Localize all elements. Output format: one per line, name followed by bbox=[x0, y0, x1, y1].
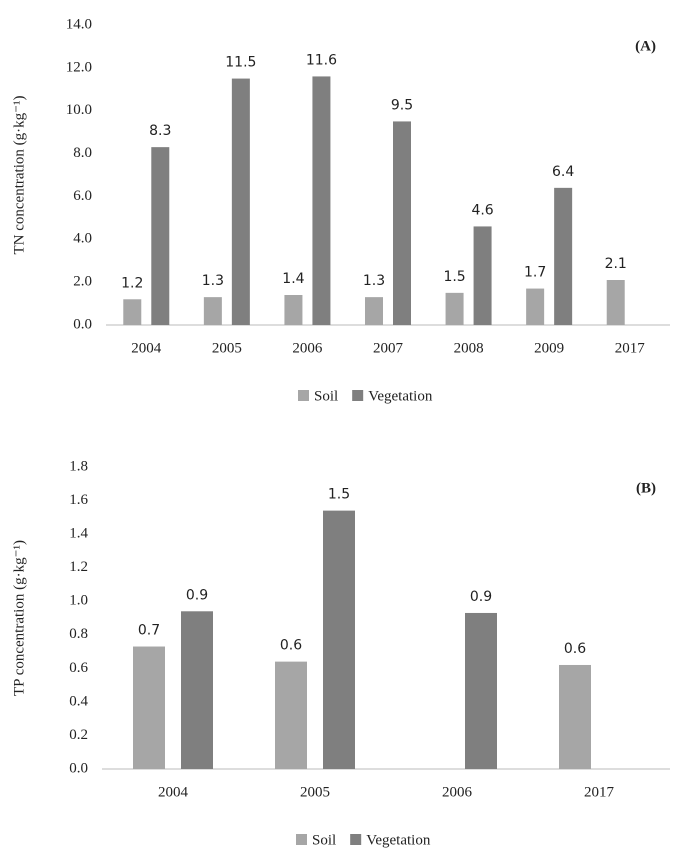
x-tick-label: 2008 bbox=[454, 340, 484, 356]
annotation: (A) bbox=[635, 38, 656, 54]
x-tick-label: 2009 bbox=[534, 340, 564, 356]
data-label: 11.5 bbox=[225, 55, 256, 71]
y-axis-label: TP concentration (g·kg⁻¹) bbox=[11, 540, 27, 696]
bar bbox=[554, 187, 573, 325]
legend-swatch bbox=[296, 834, 307, 845]
legend-swatch bbox=[350, 834, 362, 845]
data-label: 4.6 bbox=[471, 202, 493, 218]
data-label: 0.9 bbox=[470, 589, 492, 605]
y-tick-label: 0.6 bbox=[69, 660, 88, 676]
bar bbox=[151, 147, 170, 325]
y-tick-label: 6.0 bbox=[73, 188, 92, 204]
bar bbox=[312, 76, 331, 325]
bar bbox=[526, 288, 545, 325]
legend-label: Soil bbox=[314, 388, 338, 404]
y-tick-label: 1.8 bbox=[69, 458, 88, 474]
legend-label: Soil bbox=[312, 832, 336, 848]
data-label: 9.5 bbox=[391, 97, 413, 113]
data-label: 11.6 bbox=[306, 52, 337, 68]
annotation: (B) bbox=[636, 480, 656, 496]
bar bbox=[606, 280, 625, 325]
bar bbox=[323, 510, 355, 769]
x-tick-label: 2004 bbox=[131, 340, 162, 356]
y-tick-label: 0.8 bbox=[69, 626, 88, 642]
bar bbox=[275, 661, 307, 769]
data-label: 8.3 bbox=[149, 123, 171, 139]
bar bbox=[284, 295, 303, 325]
y-tick-label: 0.0 bbox=[73, 316, 92, 332]
x-tick-label: 2005 bbox=[212, 340, 242, 356]
y-tick-label: 0.4 bbox=[69, 693, 88, 709]
data-label: 2.1 bbox=[605, 256, 627, 272]
bar bbox=[465, 612, 497, 769]
bar bbox=[231, 78, 250, 325]
y-axis-label: TN concentration (g·kg⁻¹) bbox=[11, 95, 27, 254]
bar bbox=[181, 611, 213, 769]
y-tick-label: 12.0 bbox=[66, 59, 92, 75]
data-label: 6.4 bbox=[552, 164, 574, 180]
x-tick-label: 2005 bbox=[300, 784, 330, 800]
x-tick-label: 2007 bbox=[373, 340, 404, 356]
bar bbox=[123, 299, 142, 325]
data-label: 1.4 bbox=[282, 271, 304, 287]
data-label: 0.9 bbox=[186, 587, 208, 603]
data-label: 0.6 bbox=[564, 641, 586, 657]
bar bbox=[473, 226, 492, 325]
y-tick-label: 4.0 bbox=[73, 231, 92, 247]
data-label: 1.3 bbox=[363, 273, 385, 289]
bar bbox=[559, 664, 591, 769]
x-tick-label: 2017 bbox=[584, 784, 615, 800]
data-label: 0.6 bbox=[280, 638, 302, 654]
y-tick-label: 8.0 bbox=[73, 145, 92, 161]
legend-label: Vegetation bbox=[368, 388, 433, 404]
x-tick-label: 2006 bbox=[292, 340, 323, 356]
y-tick-label: 1.4 bbox=[69, 526, 88, 542]
y-tick-label: 14.0 bbox=[66, 16, 92, 32]
bar bbox=[133, 646, 165, 769]
data-label: 1.2 bbox=[121, 275, 143, 291]
data-label: 1.3 bbox=[202, 273, 224, 289]
x-tick-label: 2017 bbox=[615, 340, 646, 356]
y-tick-label: 1.6 bbox=[69, 492, 88, 508]
data-label: 1.7 bbox=[524, 265, 546, 281]
x-tick-label: 2006 bbox=[442, 784, 473, 800]
bar bbox=[445, 292, 464, 325]
legend-swatch bbox=[298, 390, 309, 401]
legend-swatch bbox=[352, 390, 364, 401]
bar bbox=[365, 297, 383, 325]
legend-label: Vegetation bbox=[366, 832, 431, 848]
y-tick-label: 1.2 bbox=[69, 559, 88, 575]
y-tick-label: 2.0 bbox=[73, 274, 92, 290]
data-label: 1.5 bbox=[328, 487, 350, 503]
x-tick-label: 2004 bbox=[158, 784, 189, 800]
y-tick-label: 0.2 bbox=[69, 727, 88, 743]
y-tick-label: 0.0 bbox=[69, 760, 88, 776]
y-tick-label: 1.0 bbox=[69, 593, 88, 609]
data-label: 0.7 bbox=[138, 623, 160, 639]
bar bbox=[393, 121, 411, 325]
y-tick-label: 10.0 bbox=[66, 102, 92, 118]
bar bbox=[203, 297, 222, 325]
data-label: 1.5 bbox=[443, 269, 465, 285]
